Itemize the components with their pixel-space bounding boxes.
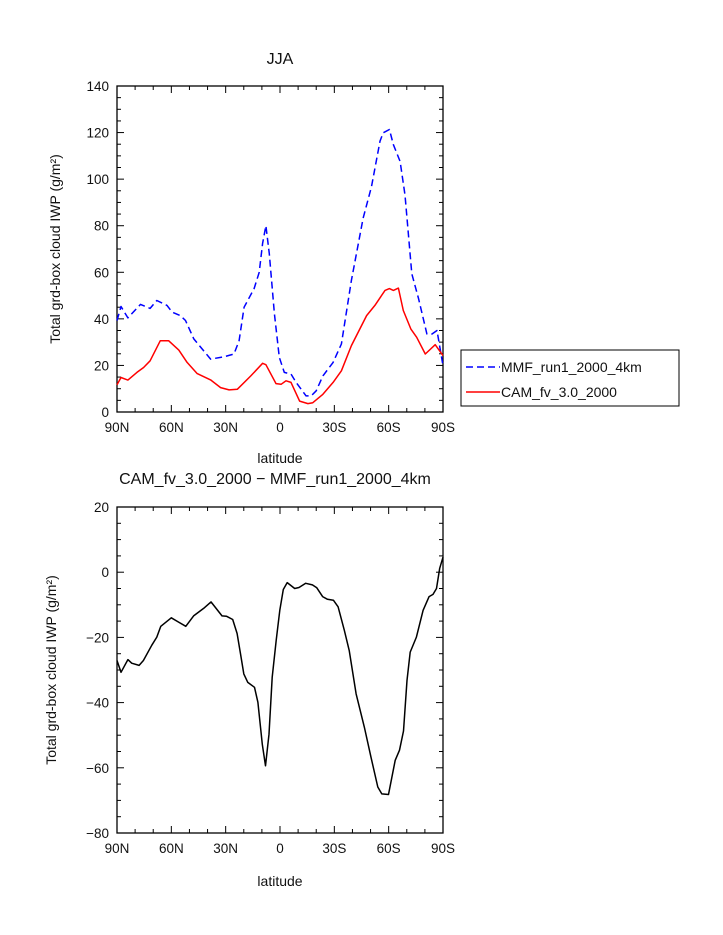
x-tick-label: 60S [377, 841, 401, 856]
y-tick-label: 0 [101, 405, 109, 420]
legend: MMF_run1_2000_4km CAM_fv_3.0_2000 [460, 349, 680, 407]
x-tick-label: 90S [431, 420, 455, 435]
series-line-difference [116, 556, 444, 796]
y-tick-label: 40 [94, 312, 109, 327]
legend-label: MMF_run1_2000_4km [501, 359, 642, 375]
bottom-panel-difference: CAM_fv_3.0_2000 − MMF_run1_2000_4km 90N 60… [43, 471, 455, 889]
plot-frame [116, 85, 444, 413]
series-line-cam-fv-3-0-2000 [116, 287, 444, 405]
y-tick-label: 120 [86, 126, 109, 141]
y-tick-label: 100 [86, 172, 109, 187]
y-tick-label: −60 [86, 761, 109, 776]
x-tick-label: 60N [159, 841, 184, 856]
x-tick-label: 90N [105, 841, 130, 856]
y-tick-label: −20 [86, 630, 109, 645]
x-axis-label: latitude [257, 450, 302, 466]
y-tick-label: −40 [86, 696, 109, 711]
y-axis-label: Total grd-box cloud IWP (g/m²) [43, 575, 59, 765]
chart-title: JJA [267, 51, 294, 68]
legend-label: CAM_fv_3.0_2000 [501, 384, 617, 400]
y-tick-label: 80 [94, 219, 109, 234]
top-panel-jja: JJA 90N 60N 30N 0 30S 60S 90S 0 20 40 60 80 100 120 140… [47, 51, 455, 466]
x-tick-label: 90N [105, 420, 130, 435]
y-axis-label: Total grd-box cloud IWP (g/m²) [47, 154, 63, 344]
x-tick-label: 30N [213, 841, 238, 856]
x-tick-label: 90S [431, 841, 455, 856]
x-tick-label: 60S [377, 420, 401, 435]
y-tick-label: 0 [101, 565, 109, 580]
chart-title: CAM_fv_3.0_2000 − MMF_run1_2000_4km [119, 471, 431, 488]
y-tick-label: −80 [86, 826, 109, 841]
x-axis-label: latitude [257, 873, 302, 889]
series-line-mmf-run1-2000-4km [116, 128, 444, 397]
legend-box [460, 349, 680, 407]
x-tick-label: 0 [276, 420, 284, 435]
x-tick-label: 30N [213, 420, 238, 435]
x-tick-label: 0 [276, 841, 284, 856]
x-tick-label: 30S [322, 420, 346, 435]
x-tick-label: 30S [322, 841, 346, 856]
y-tick-label: 60 [94, 265, 109, 280]
plot-frame [116, 506, 444, 834]
y-tick-label: 20 [94, 358, 109, 373]
x-tick-label: 60N [159, 420, 184, 435]
y-tick-label: 20 [94, 500, 109, 515]
y-tick-label: 140 [86, 79, 109, 94]
